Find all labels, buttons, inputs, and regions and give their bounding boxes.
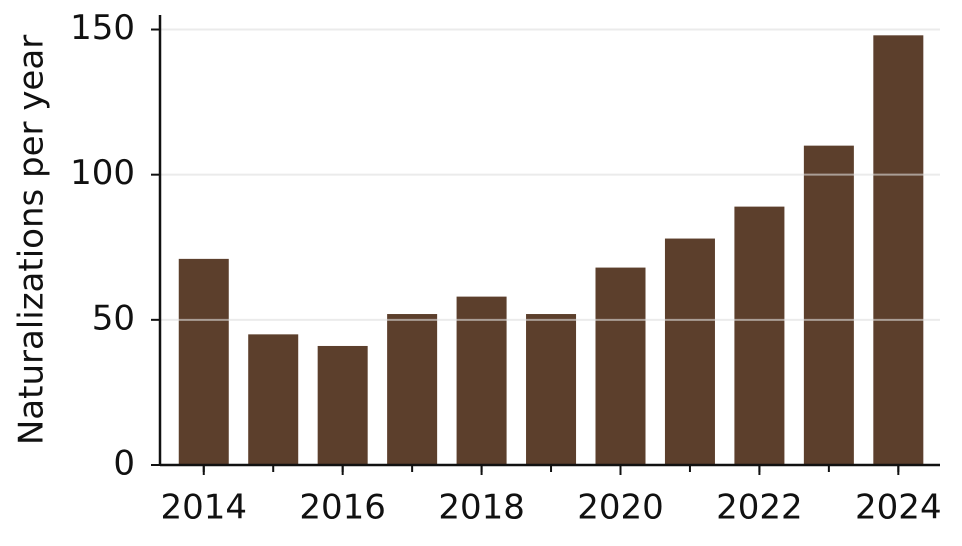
bar (595, 267, 646, 465)
bar (734, 206, 785, 465)
bar (803, 145, 854, 466)
y-tick-label: 0 (113, 444, 135, 484)
y-tick-label: 50 (92, 298, 135, 338)
bar (664, 238, 715, 465)
y-axis-label: Naturalizations per year (12, 35, 52, 445)
x-tick-label: 2020 (577, 488, 664, 528)
bar (873, 35, 924, 466)
bar (456, 296, 507, 465)
x-tick-label: 2016 (299, 488, 386, 528)
x-tick-label: 2024 (855, 488, 942, 528)
bar (317, 345, 368, 465)
x-tick-label: 2022 (716, 488, 803, 528)
bar (248, 334, 299, 465)
x-tick-label: 2018 (438, 488, 525, 528)
bar (387, 314, 438, 465)
x-tick-label: 2014 (160, 488, 247, 528)
bar (526, 314, 577, 465)
y-tick-label: 150 (70, 8, 135, 48)
bar (178, 258, 229, 465)
y-tick-label: 100 (70, 153, 135, 193)
